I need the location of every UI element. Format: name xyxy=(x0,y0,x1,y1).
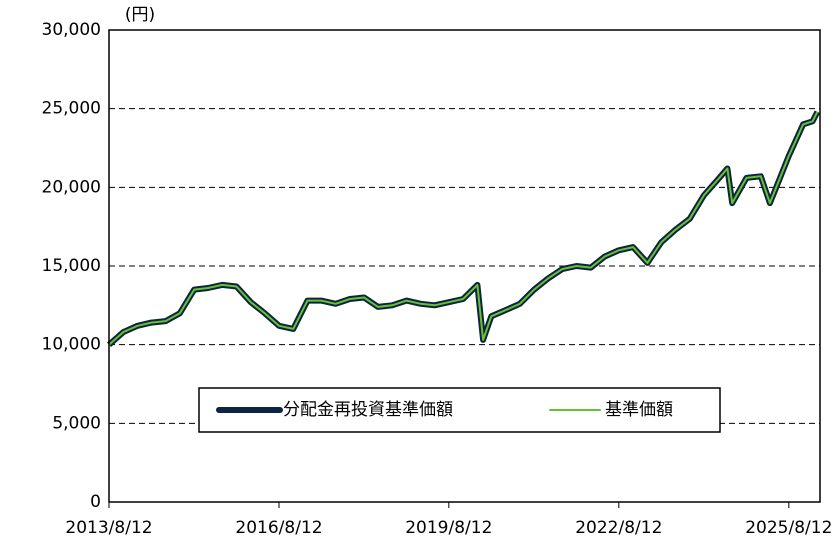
series-line xyxy=(108,111,819,346)
legend-label: 分配金再投資基準価額 xyxy=(283,400,453,420)
series-line xyxy=(107,110,821,347)
legend-label: 基準価額 xyxy=(605,400,673,420)
y-tick-label: 5,000 xyxy=(52,413,101,433)
y-tick-label: 15,000 xyxy=(42,256,101,276)
y-tick-label: 25,000 xyxy=(42,99,101,119)
y-tick-label: 0 xyxy=(90,492,101,512)
y-unit-label: (円) xyxy=(125,5,155,25)
x-tick-label: 2013/8/12 xyxy=(65,518,152,538)
y-tick-label: 20,000 xyxy=(42,177,101,197)
y-tick-label: 10,000 xyxy=(42,335,101,355)
x-tick-label: 2025/8/12 xyxy=(745,518,832,538)
x-tick-label: 2016/8/12 xyxy=(235,518,322,538)
x-tick-label: 2022/8/12 xyxy=(575,518,662,538)
x-tick-label: 2019/8/12 xyxy=(405,518,492,538)
legend-box xyxy=(198,387,721,433)
y-tick-label: 30,000 xyxy=(42,20,101,40)
plot-frame xyxy=(108,29,821,503)
